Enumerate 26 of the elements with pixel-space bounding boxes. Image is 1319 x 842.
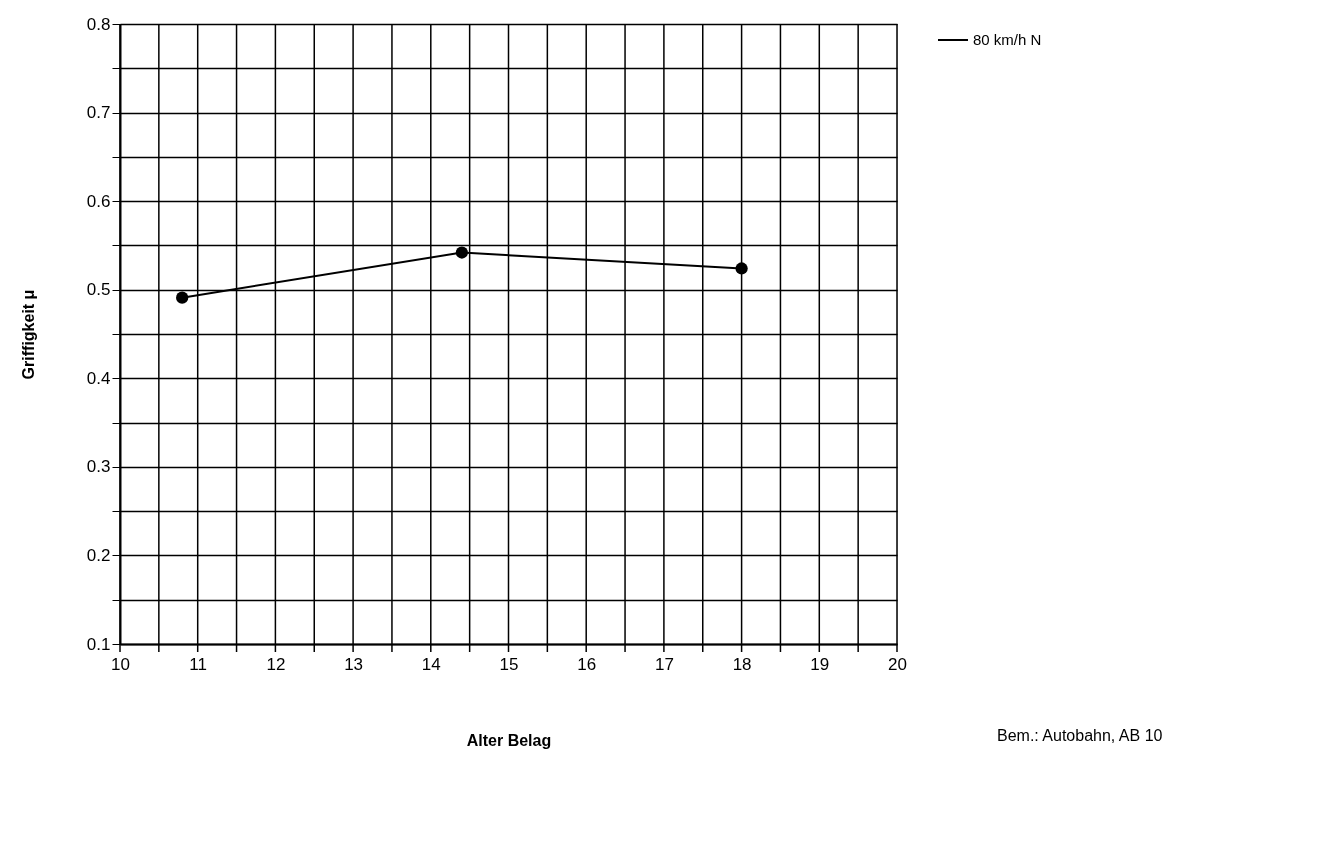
x-tick-label: 14 [421, 654, 441, 674]
y-tick-label: 0.7 [86, 103, 111, 123]
x-tick-label: 18 [732, 654, 752, 674]
y-tick-label: 0.2 [86, 545, 111, 565]
y-axis-title: Griffigkeit μ [19, 289, 37, 380]
y-tick-label: 0.8 [86, 14, 111, 34]
point [455, 246, 468, 259]
text: Bem.: Autobahn, AB 10 [997, 727, 1163, 744]
y-tick-label: 0.5 [86, 280, 111, 300]
legend-label: 80 km/h N [973, 31, 1042, 48]
x-tick-label: 15 [499, 654, 519, 674]
y-tick-label: 0.1 [86, 634, 111, 654]
x-tick-label: 11 [189, 654, 208, 674]
x-tick-label: 13 [344, 654, 364, 674]
y-tick-label: 0.3 [86, 457, 111, 477]
x-tick-label: 20 [888, 654, 907, 674]
y-tick-label: 0.6 [86, 191, 111, 211]
x-axis-title: Alter Belag [466, 731, 552, 749]
point [735, 262, 748, 275]
x-tick-label: 10 [111, 654, 130, 674]
x-tick-label: 19 [810, 654, 830, 674]
x-tick-label: 12 [266, 654, 286, 674]
point [176, 291, 189, 304]
x-tick-label: 17 [654, 654, 674, 674]
y-tick-label: 0.4 [86, 368, 111, 388]
x-tick-label: 16 [577, 654, 597, 674]
